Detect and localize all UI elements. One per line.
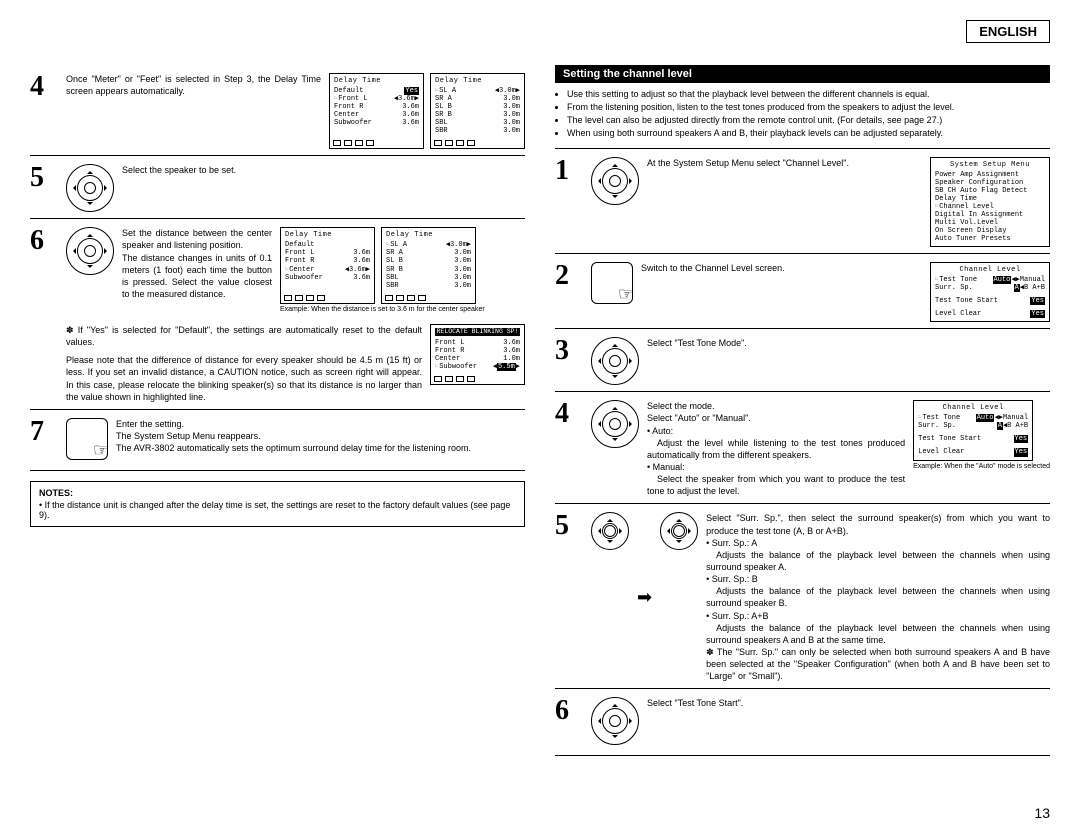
left-column: 4 Once "Meter" or "Feet" is selected in … bbox=[30, 65, 525, 756]
step-text: Select the mode. Select "Auto" or "Manua… bbox=[647, 400, 905, 497]
intro-bullets: Use this setting to adjust so that the p… bbox=[555, 88, 1050, 140]
screen-channel-level: Channel Level ☞Test ToneAuto◀▶Manual Sur… bbox=[930, 262, 1050, 322]
screen-delay-time-1: Delay Time DefaultYes ☞Front L◀3.6m▶ Fro… bbox=[329, 73, 424, 149]
left-step-4: 4 Once "Meter" or "Feet" is selected in … bbox=[30, 65, 525, 155]
caution-screen: RELOCATE BLINKING SP! Front L3.6m Front … bbox=[430, 324, 525, 385]
step-number: 1 bbox=[555, 157, 583, 185]
left-step-6: 6 Set the distance between the center sp… bbox=[30, 218, 525, 320]
page-number: 13 bbox=[1034, 805, 1050, 821]
remote-enter-icon bbox=[591, 262, 633, 304]
remote-dpad-icon bbox=[66, 227, 114, 275]
step-number: 5 bbox=[555, 512, 583, 540]
step-text: Select "Surr. Sp.", then select the surr… bbox=[706, 512, 1050, 682]
notes-text: • If the distance unit is changed after … bbox=[39, 500, 516, 520]
step-number: 4 bbox=[555, 400, 583, 428]
step-6-note-row: ✽ If "Yes" is selected for "Default", th… bbox=[30, 320, 525, 409]
remote-dpad-icon bbox=[66, 164, 114, 212]
remote-dpad-icon bbox=[591, 400, 639, 448]
step-number: 7 bbox=[30, 418, 58, 446]
language-label: ENGLISH bbox=[966, 20, 1050, 43]
step-number: 6 bbox=[555, 697, 583, 725]
step-text: Switch to the Channel Level screen. bbox=[641, 262, 922, 274]
right-step-2: 2 Switch to the Channel Level screen. Ch… bbox=[555, 253, 1050, 328]
screen-delay-time-2: Delay Time ☞SL A◀3.0m▶ SR A3.0m SL B3.0m… bbox=[430, 73, 525, 149]
remote-dpad-icon bbox=[591, 512, 629, 550]
step-number: 2 bbox=[555, 262, 583, 290]
left-step-7: 7 Enter the setting. The System Setup Me… bbox=[30, 409, 525, 466]
step-number: 6 bbox=[30, 227, 58, 255]
screen-caption: Example: When the "Auto" mode is selecte… bbox=[913, 463, 1050, 471]
right-step-5: 5 ➡ Select "Surr. Sp.", then select the … bbox=[555, 503, 1050, 688]
screen-system-setup: System Setup Menu Power Amp Assignment S… bbox=[930, 157, 1050, 247]
remote-dpad-icon bbox=[591, 337, 639, 385]
step-text: Once "Meter" or "Feet" is selected in St… bbox=[66, 73, 321, 97]
screen-delay-time-3: Delay Time Default Front L3.6m Front R3.… bbox=[280, 227, 375, 303]
step-text: Select the speaker to be set. bbox=[122, 164, 525, 176]
step-number: 3 bbox=[555, 337, 583, 365]
lcd-screens: Delay Time DefaultYes ☞Front L◀3.6m▶ Fro… bbox=[329, 73, 525, 149]
left-step-5: 5 Select the speaker to be set. bbox=[30, 155, 525, 218]
right-step-4: 4 Select the mode. Select "Auto" or "Man… bbox=[555, 391, 1050, 503]
step-text: At the System Setup Menu select "Channel… bbox=[647, 157, 922, 169]
right-column: Setting the channel level Use this setti… bbox=[555, 65, 1050, 756]
remote-dpad-icon bbox=[660, 512, 698, 550]
lcd-screens: Delay Time Default Front L3.6m Front R3.… bbox=[280, 227, 485, 303]
right-step-3: 3 Select "Test Tone Mode". bbox=[555, 328, 1050, 391]
right-step-1: 1 At the System Setup Menu select "Chann… bbox=[555, 148, 1050, 253]
screen-delay-time-4: Delay Time ☞SL A◀3.0m▶ SR A3.0m SL B3.0m… bbox=[381, 227, 476, 303]
remote-dpad-icon bbox=[591, 157, 639, 205]
arrow-icon: ➡ bbox=[637, 587, 652, 608]
step-number: 5 bbox=[30, 164, 58, 192]
section-title: Setting the channel level bbox=[555, 65, 1050, 83]
remote-enter-icon bbox=[66, 418, 108, 460]
screen-caption: Example: When the distance is set to 3.6… bbox=[280, 306, 485, 314]
right-step-6: 6 Select "Test Tone Start". bbox=[555, 688, 1050, 751]
step-text: Set the distance between the center spea… bbox=[122, 227, 272, 300]
screen-channel-level-2: Channel Level ☞Test ToneAuto◀▶Manual Sur… bbox=[913, 400, 1033, 460]
step-text: Select "Test Tone Mode". bbox=[647, 337, 1050, 349]
step-text: Select "Test Tone Start". bbox=[647, 697, 1050, 709]
notes-title: NOTES: bbox=[39, 488, 516, 498]
step-note: ✽ If "Yes" is selected for "Default", th… bbox=[66, 324, 422, 403]
notes-box: NOTES: • If the distance unit is changed… bbox=[30, 481, 525, 527]
step-number: 4 bbox=[30, 73, 58, 101]
remote-dpad-icon bbox=[591, 697, 639, 745]
step-text: Enter the setting. The System Setup Menu… bbox=[116, 418, 525, 454]
